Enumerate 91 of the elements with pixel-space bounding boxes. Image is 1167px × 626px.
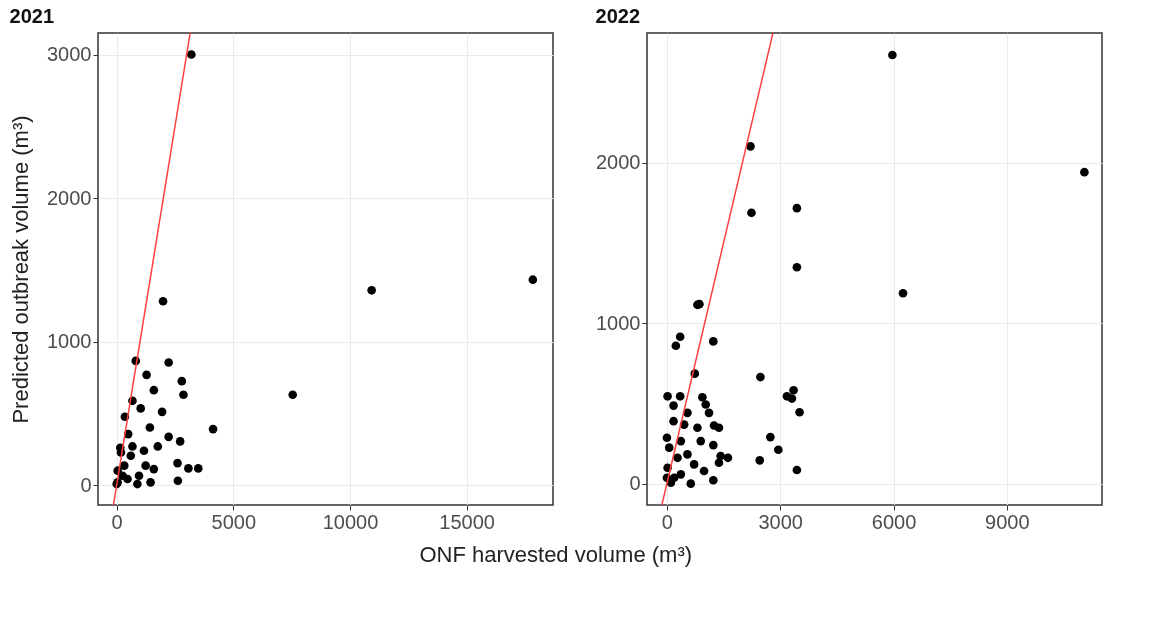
point (136, 404, 146, 413)
point (792, 203, 802, 213)
point (671, 341, 681, 351)
point (723, 453, 733, 463)
point (179, 390, 188, 400)
point (766, 432, 775, 442)
point (153, 442, 163, 451)
point (675, 391, 685, 401)
point (119, 461, 129, 470)
point (173, 476, 183, 486)
point (184, 464, 193, 473)
point (795, 407, 804, 417)
point (208, 424, 218, 434)
point (118, 471, 127, 481)
point (699, 466, 709, 476)
point (898, 288, 908, 298)
point (792, 465, 802, 475)
y-tick-label: 1000 (596, 311, 641, 334)
point (149, 464, 159, 474)
y-tick-label: 3000 (47, 43, 92, 66)
point (177, 376, 187, 386)
point (698, 392, 707, 402)
point (747, 208, 756, 218)
point (175, 437, 185, 446)
point (689, 460, 699, 469)
point (714, 423, 724, 433)
x-tick-label: 15000 (439, 510, 495, 533)
x-tick-label: 10000 (322, 510, 379, 533)
point (663, 391, 672, 401)
point (139, 446, 149, 456)
y-tick-label: 0 (80, 473, 92, 496)
x-axis-title: ONF harvested volume (m³) (419, 541, 693, 567)
point (664, 443, 674, 453)
point (701, 400, 711, 409)
point (888, 50, 897, 60)
x-tick-label: 0 (661, 510, 673, 533)
point (142, 370, 151, 380)
point (792, 262, 802, 272)
point (193, 464, 203, 473)
point (787, 394, 797, 403)
point (158, 296, 168, 306)
point (288, 390, 298, 400)
point (187, 50, 196, 59)
point (696, 436, 706, 446)
point (673, 453, 682, 463)
point (157, 407, 167, 417)
chart-title: 2022 (595, 5, 641, 27)
point (708, 475, 718, 485)
point (708, 440, 718, 450)
point (686, 479, 696, 488)
point (367, 285, 376, 295)
point (164, 432, 173, 442)
point (676, 470, 686, 479)
point (704, 408, 714, 418)
point (683, 450, 692, 459)
x-tick-label: 5000 (211, 510, 257, 533)
point (675, 332, 685, 342)
point (128, 442, 137, 451)
y-axis-title: Predicted outbreak volume (m³) (8, 115, 34, 424)
point (146, 478, 155, 487)
point (134, 471, 144, 481)
point (133, 479, 142, 489)
point (669, 401, 678, 410)
x-tick-label: 9000 (985, 510, 1030, 533)
point (683, 408, 692, 418)
x-tick-label: 0 (111, 510, 123, 533)
point (164, 358, 173, 367)
point (149, 385, 159, 395)
point (773, 445, 783, 455)
y-tick-label: 2000 (47, 186, 92, 209)
point (145, 423, 155, 432)
chart-title: 2021 (9, 5, 55, 27)
point (714, 458, 724, 468)
point (756, 372, 765, 382)
point (746, 142, 755, 151)
y-tick-label: 1000 (47, 330, 92, 353)
point (126, 451, 136, 461)
point (1080, 167, 1089, 177)
point (669, 416, 678, 426)
point (141, 461, 150, 470)
point (528, 275, 538, 285)
point (693, 423, 702, 433)
point (789, 385, 798, 395)
x-tick-label: 6000 (871, 510, 917, 533)
y-tick-label: 2000 (596, 151, 641, 174)
point (708, 337, 718, 346)
x-tick-label: 3000 (758, 510, 803, 533)
point (662, 433, 672, 443)
y-tick-label: 0 (629, 472, 641, 495)
point (173, 458, 182, 468)
point (755, 456, 765, 465)
